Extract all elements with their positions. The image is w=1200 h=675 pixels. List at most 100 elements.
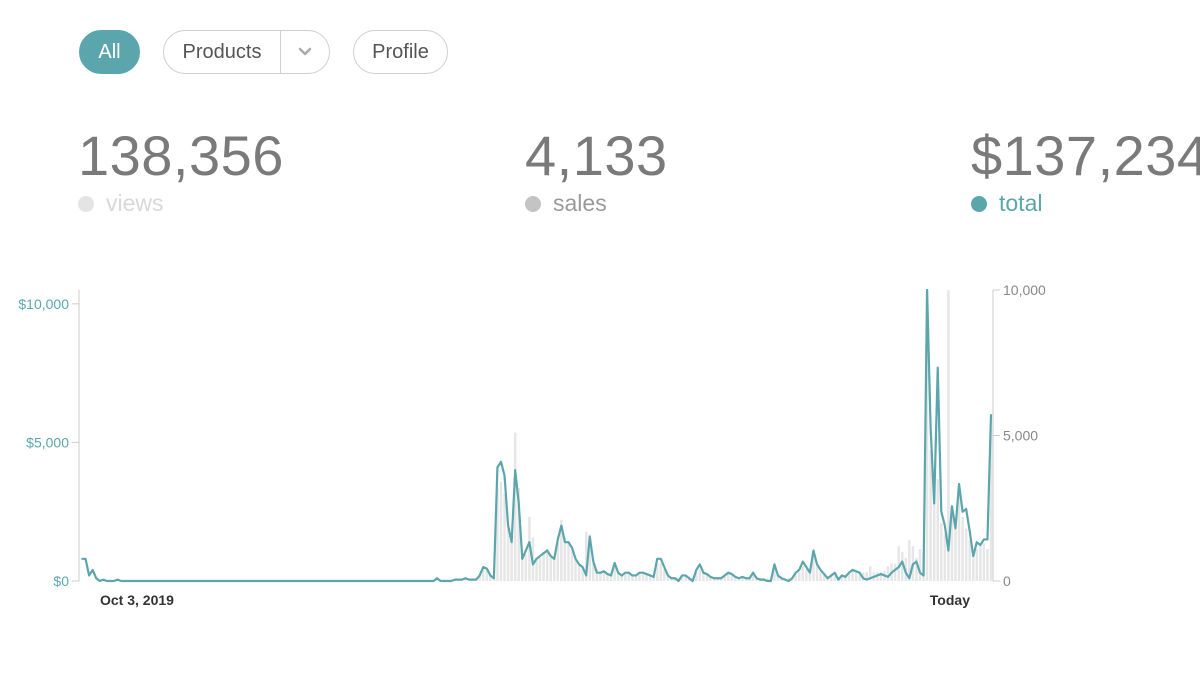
revenue-chart: $0 $5,000 $10,000 0 5,000 10,000 Oct 3, 2019… (18, 282, 1046, 608)
total-point (326, 580, 328, 582)
views-bar (506, 528, 510, 581)
total-point (510, 541, 513, 543)
total-point (539, 555, 541, 557)
total-point (631, 574, 634, 577)
filter-profile-button[interactable]: Profile (353, 30, 448, 74)
total-point (858, 571, 861, 574)
total-point (304, 580, 307, 582)
views-bar (680, 576, 684, 581)
views-bar (663, 569, 666, 581)
views-bar (595, 569, 599, 581)
right-axis: 0 5,000 10,000 (993, 282, 1046, 589)
chevron-down-icon[interactable] (281, 31, 329, 73)
total-point (990, 413, 992, 416)
views-bar (819, 570, 822, 581)
views-bar (588, 534, 591, 581)
total-point (809, 571, 811, 574)
views-bar (517, 487, 520, 581)
views-bar (435, 579, 439, 581)
total-point (464, 577, 467, 580)
total-point (194, 580, 197, 582)
total-point (855, 570, 857, 573)
total-point (333, 580, 335, 582)
views-bar (510, 543, 513, 581)
views-bar (879, 572, 883, 581)
total-point (489, 574, 492, 577)
total-point (904, 571, 907, 574)
stat-sales: 4,133 sales (525, 124, 668, 217)
total-point (162, 580, 165, 582)
total-point (393, 580, 396, 582)
total-point (841, 574, 843, 577)
total-point (791, 577, 793, 580)
total-point (397, 580, 399, 582)
views-bar (482, 569, 485, 581)
views-bar (925, 290, 929, 581)
views-bar (464, 578, 467, 581)
views-bar (805, 569, 808, 581)
total-point (620, 574, 623, 577)
total-point (517, 502, 520, 505)
views-series (435, 290, 993, 581)
total-point (102, 578, 105, 581)
total-point (233, 580, 236, 582)
total-point (628, 571, 630, 574)
total-point (837, 578, 840, 581)
views-bar (972, 554, 975, 581)
total-point (677, 580, 680, 582)
total-point (223, 580, 225, 582)
total-point (411, 580, 414, 582)
total-point (414, 580, 417, 582)
total-point (177, 580, 179, 582)
total-point (272, 580, 275, 582)
total-point (784, 578, 786, 581)
views-bar (886, 566, 890, 581)
total-point (972, 555, 975, 557)
views-bar (535, 557, 538, 581)
views-bar (897, 546, 900, 581)
x-start-label: Oct 3, 2019 (100, 592, 174, 608)
total-point (688, 577, 690, 580)
stat-views-legend[interactable]: views (78, 190, 284, 217)
views-bar (599, 572, 602, 581)
total-point (84, 558, 87, 560)
stat-total-legend[interactable]: total (971, 190, 1200, 217)
views-bar (670, 578, 673, 581)
filter-products-button[interactable]: Products (163, 30, 330, 74)
total-point (372, 580, 374, 582)
total-point (319, 580, 321, 582)
views-bar (961, 516, 964, 581)
total-series-line (82, 288, 993, 583)
total-point (922, 574, 925, 577)
total-point (816, 563, 818, 566)
right-axis-tick-label: 10,000 (1003, 282, 1046, 298)
total-point (418, 580, 421, 582)
total-point (908, 577, 911, 580)
filter-products-label[interactable]: Products (182, 40, 262, 63)
total-point (599, 571, 602, 574)
total-point (663, 566, 666, 568)
total-point (745, 577, 747, 580)
views-bar (716, 578, 719, 581)
total-point (613, 562, 616, 564)
total-point (901, 560, 904, 563)
views-bar (741, 576, 744, 581)
total-point (965, 508, 967, 510)
total-point (454, 578, 456, 581)
total-point (780, 577, 783, 580)
filter-all-button[interactable]: All (79, 30, 140, 74)
views-bar (929, 450, 932, 581)
total-point (312, 580, 314, 582)
total-point (681, 574, 683, 577)
total-point (184, 580, 186, 582)
total-point (819, 569, 822, 571)
total-point (166, 580, 169, 582)
total-point (802, 560, 804, 563)
views-bar (727, 573, 730, 581)
total-point (649, 574, 651, 577)
total-point (294, 580, 296, 582)
total-point (567, 541, 570, 543)
views-bar (975, 548, 979, 581)
views-bar (712, 578, 716, 581)
stat-sales-legend[interactable]: sales (525, 190, 668, 217)
